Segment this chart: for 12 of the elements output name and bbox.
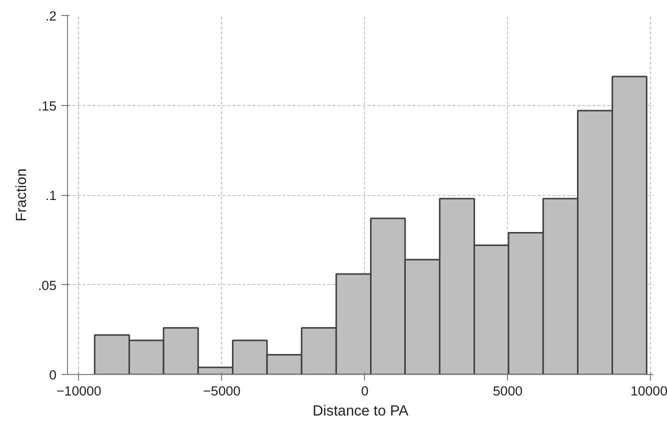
x-axis-title: Distance to PA: [312, 404, 409, 420]
x-tick-label: 0: [361, 384, 369, 398]
y-tick-label: .15: [38, 98, 57, 114]
y-tick-label: .1: [45, 188, 57, 203]
y-tick-label: .05: [38, 278, 57, 293]
y-tick-label: 0: [49, 368, 57, 382]
y-axis-title: Fraction: [14, 168, 30, 222]
x-tick-label: −10000: [56, 384, 102, 398]
x-tick-label: 5000: [492, 384, 523, 398]
x-tick-label: 10000: [630, 384, 667, 398]
y-tick-label: .2: [45, 8, 57, 24]
x-tick-label: −5000: [203, 384, 241, 398]
